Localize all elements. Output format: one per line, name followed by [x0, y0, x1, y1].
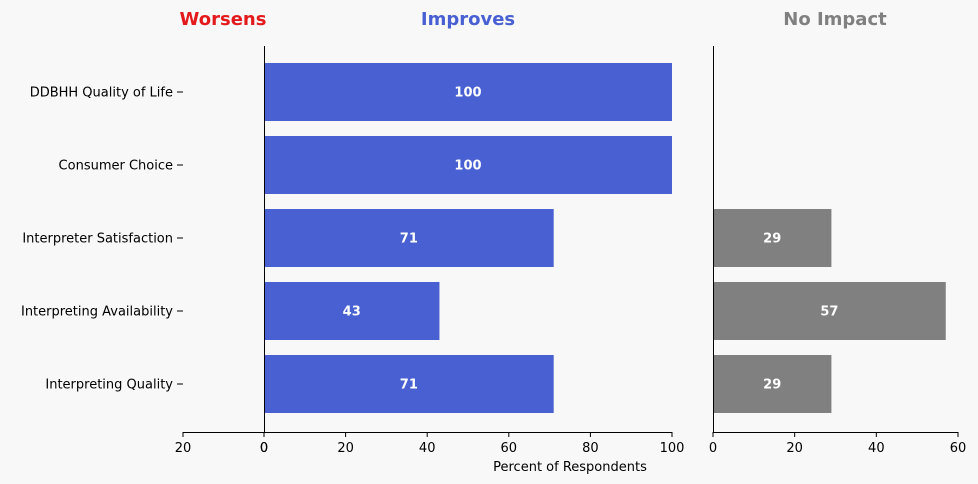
x-tick-label: 20 [175, 441, 192, 456]
x-tick-label: 0 [260, 441, 268, 456]
panel-improves: 100 100 71 43 71 0 20 40 60 80 100 [260, 46, 685, 456]
bar [264, 355, 554, 413]
bar [264, 209, 554, 267]
bar [713, 355, 832, 413]
bar [264, 63, 672, 121]
x-axis-label: Percent of Respondents [493, 460, 647, 475]
bar-value-label: 100 [454, 86, 481, 101]
bar-value-label: 29 [763, 232, 781, 247]
bar-value-label: 29 [763, 378, 781, 393]
category-label: Interpreting Quality [45, 378, 173, 393]
panel-no-impact: 29 57 29 0 20 40 60 [709, 46, 966, 456]
panel-worsens: 20 0 [175, 432, 268, 456]
x-tick-label: 0 [260, 441, 268, 456]
bar [713, 282, 946, 340]
x-tick-label: 80 [582, 441, 599, 456]
x-tick-label: 60 [501, 441, 518, 456]
x-tick-label: 20 [786, 441, 803, 456]
panel-header: Improves [421, 9, 515, 30]
bar-value-label: 100 [454, 159, 481, 174]
panel-header: Worsens [180, 9, 267, 30]
x-tick-label: 20 [337, 441, 354, 456]
bar [264, 136, 672, 194]
bar-value-label: 71 [400, 378, 418, 393]
x-tick-label: 40 [419, 441, 436, 456]
category-label: Consumer Choice [59, 159, 173, 174]
panel-header: No Impact [783, 9, 887, 30]
category-label: Interpreter Satisfaction [22, 232, 173, 247]
bar [713, 209, 832, 267]
x-tick-label: 0 [709, 441, 717, 456]
category-label: Interpreting Availability [21, 305, 173, 320]
x-tick-label: 60 [950, 441, 967, 456]
category-label: DDBHH Quality of Life [30, 86, 173, 101]
x-tick-label: 40 [868, 441, 885, 456]
bar [264, 282, 440, 340]
bar-value-label: 57 [820, 305, 838, 320]
x-tick-label: 100 [660, 441, 685, 456]
bar-value-label: 71 [400, 232, 418, 247]
bar-value-label: 43 [343, 305, 361, 320]
